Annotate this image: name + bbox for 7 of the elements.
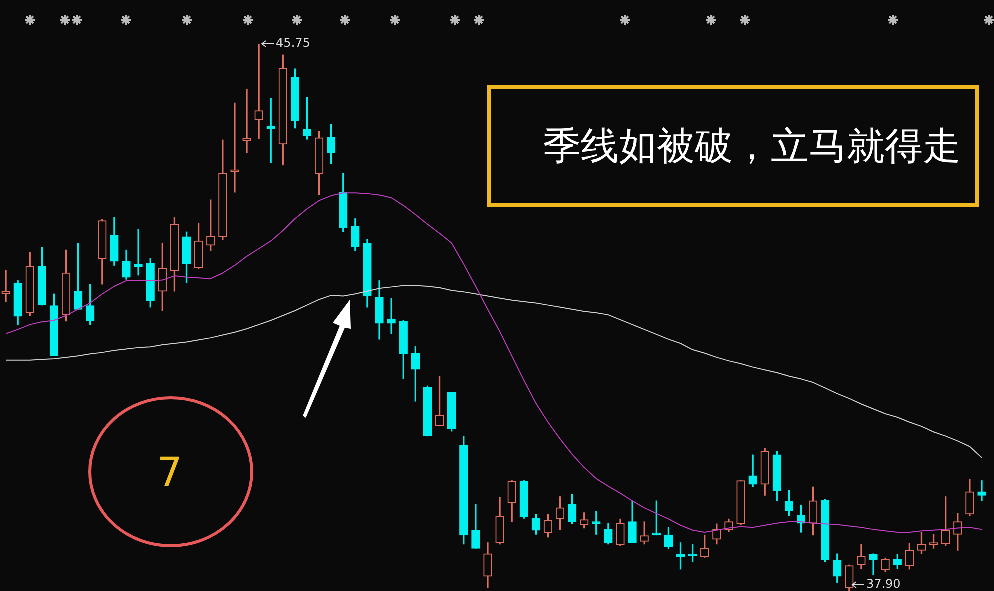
annotation: 季线如被破，立马就得走 <box>487 85 979 207</box>
candlestick <box>869 554 878 576</box>
candlestick <box>134 229 143 276</box>
candlestick <box>978 480 986 502</box>
annotation: 37.90 <box>866 577 901 591</box>
annotation: 45.75 <box>276 36 310 50</box>
candlestick <box>254 44 264 140</box>
